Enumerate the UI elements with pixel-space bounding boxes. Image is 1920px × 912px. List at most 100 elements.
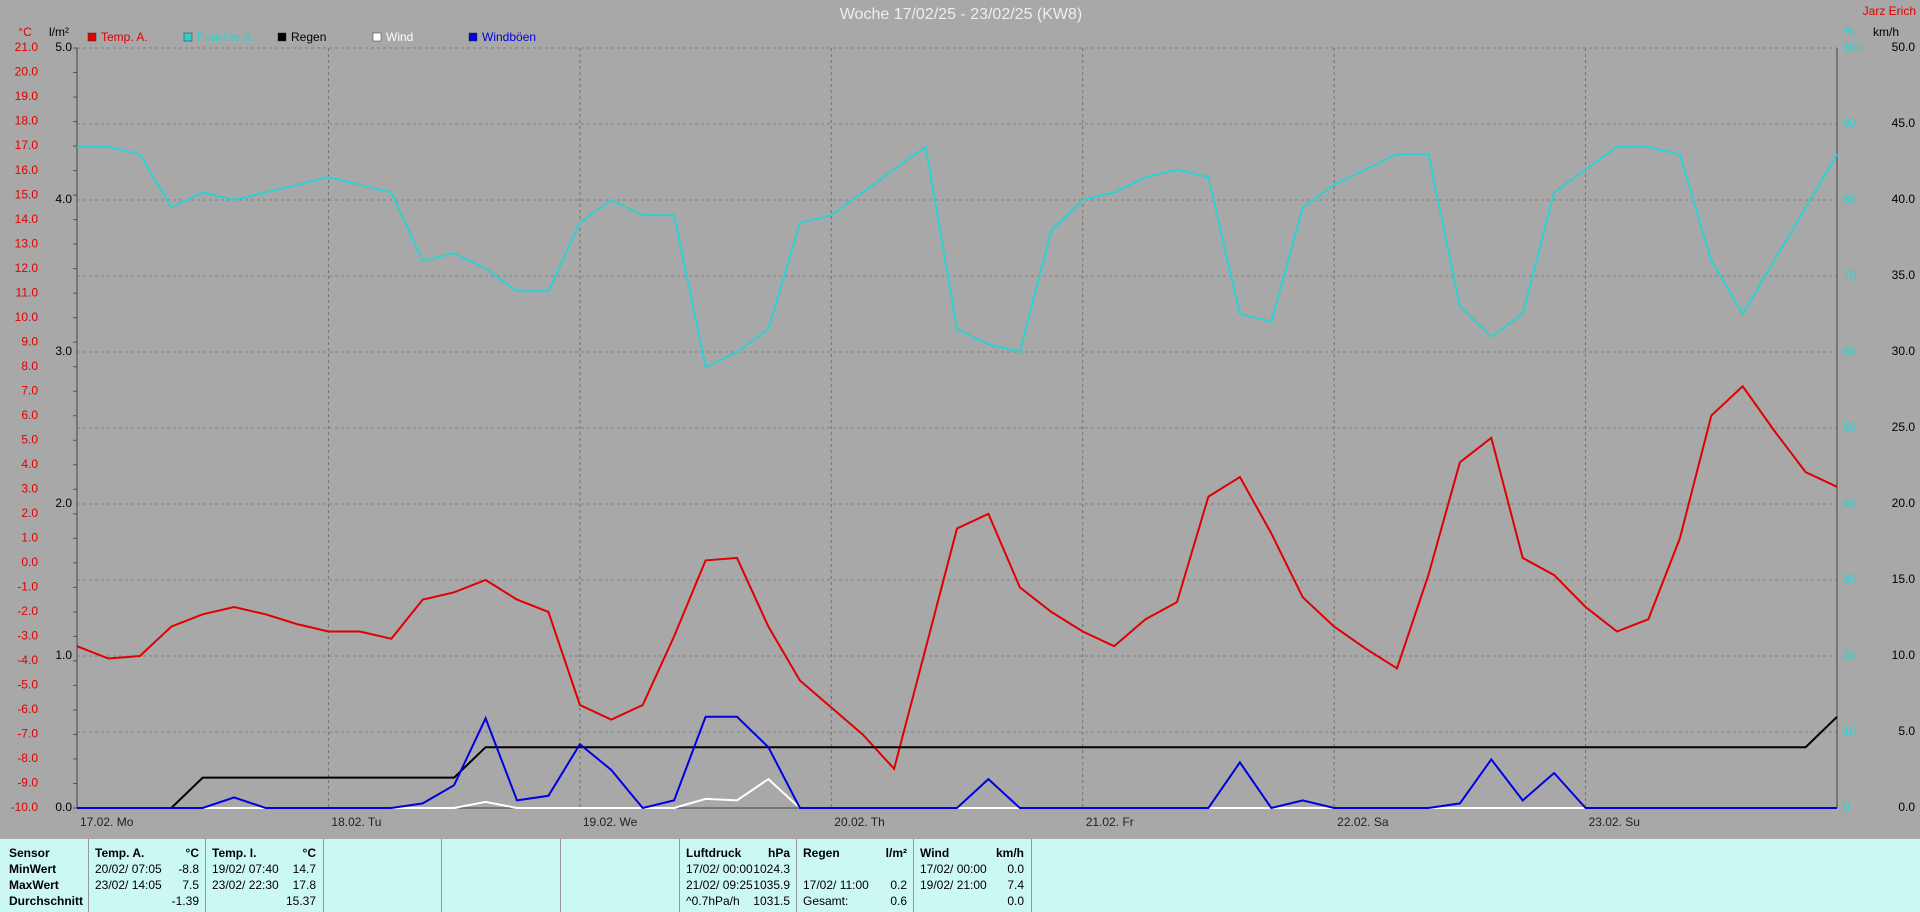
column-title: Temp. A. — [95, 846, 145, 860]
y-tick-label: -9.0 — [17, 776, 38, 790]
column-unit: °C — [185, 846, 199, 860]
x-tick-label: 23.02. Su — [1589, 815, 1640, 829]
legend-label: Windböen — [482, 30, 536, 44]
y-tick-label: 12.0 — [15, 261, 39, 275]
column-title: Luftdruck — [686, 846, 742, 860]
cell-value: 15.37 — [285, 894, 316, 908]
cell-date: 17/02/ 11:00 — [803, 878, 869, 892]
cell-date: 19/02/ 21:00 — [920, 878, 987, 892]
cell-date: 20/02/ 07:05 — [95, 862, 162, 876]
row-label: MinWert — [9, 862, 57, 876]
y2-tick-label: 15.0 — [1892, 572, 1916, 586]
column-title: Wind — [920, 846, 950, 860]
humidity-tick-label: 70 — [1843, 268, 1857, 282]
y-tick-label: 2.0 — [21, 506, 38, 520]
cell-value: 14.7 — [292, 862, 316, 876]
row-label: Durchschnitt — [9, 894, 84, 908]
separator — [1031, 839, 1032, 912]
y-tick-label: -3.0 — [17, 629, 38, 643]
y-tick-label: 7.0 — [21, 383, 38, 397]
humidity-tick-label: 20 — [1843, 648, 1857, 662]
legend-swatch — [87, 32, 97, 42]
y-tick-label: 9.0 — [21, 334, 38, 348]
y-tick-label: -2.0 — [17, 604, 38, 618]
cell-date: 17/02/ 00:00 — [920, 862, 987, 876]
legend-label: Wind — [386, 30, 413, 44]
legend-swatch — [468, 32, 478, 42]
legend-swatch — [183, 32, 193, 42]
x-tick-label: 17.02. Mo — [80, 815, 134, 829]
cell-value: 7.4 — [1007, 878, 1024, 892]
humidity-tick-label: 30 — [1843, 572, 1857, 586]
y-tick-label: 10.0 — [15, 310, 39, 324]
cell-value: 17.8 — [292, 878, 316, 892]
legend-label: Regen — [291, 30, 326, 44]
humidity-axis-unit: % — [1843, 24, 1854, 38]
cell-value: 0.6 — [890, 894, 907, 908]
y-tick-label: 3.0 — [21, 481, 38, 495]
cell-value: 0.0 — [1007, 894, 1024, 908]
rain-tick-label: 0.0 — [55, 800, 72, 814]
y2-tick-label: 5.0 — [1898, 724, 1915, 738]
y-tick-label: 13.0 — [15, 236, 39, 250]
y-axis-unit: °C — [18, 25, 32, 39]
y2-tick-label: 25.0 — [1892, 420, 1916, 434]
cell-date: 23/02/ 22:30 — [212, 878, 279, 892]
x-tick-label: 22.02. Sa — [1337, 815, 1389, 829]
x-tick-label: 19.02. We — [583, 815, 638, 829]
y-tick-label: 17.0 — [15, 138, 39, 152]
separator — [441, 839, 442, 912]
cell-date: 19/02/ 07:40 — [212, 862, 279, 876]
y-tick-label: 11.0 — [16, 285, 39, 299]
column-unit: km/h — [995, 846, 1024, 860]
y-tick-label: 19.0 — [15, 89, 39, 103]
y-tick-label: -4.0 — [17, 653, 38, 667]
separator — [796, 839, 797, 912]
separator — [323, 839, 324, 912]
legend-swatch — [372, 32, 382, 42]
y-tick-label: -5.0 — [17, 678, 38, 692]
legend-label: Feuchte A. — [197, 30, 254, 44]
column-unit: l/m² — [885, 846, 907, 860]
column-unit: °C — [302, 846, 316, 860]
cell-value: 1031.5 — [753, 894, 790, 908]
y2-tick-label: 50.0 — [1892, 40, 1916, 54]
cell-value: 1024.3 — [753, 862, 790, 876]
legend-label: Temp. A. — [101, 30, 148, 44]
y2-tick-label: 40.0 — [1892, 192, 1916, 206]
separator — [913, 839, 914, 912]
humidity-tick-label: 50 — [1843, 420, 1857, 434]
series-line — [77, 715, 1837, 810]
rain-tick-label: 4.0 — [55, 192, 72, 206]
table-header: Sensor — [9, 846, 50, 860]
y2-tick-label: 10.0 — [1892, 648, 1916, 662]
separator — [88, 839, 89, 912]
y-tick-label: 6.0 — [21, 408, 38, 422]
y-tick-label: -8.0 — [17, 751, 38, 765]
y2-tick-label: 20.0 — [1892, 496, 1916, 510]
y-tick-label: -6.0 — [17, 702, 38, 716]
cell-date: 21/02/ 09:25 — [686, 878, 753, 892]
y-tick-label: 20.0 — [15, 65, 39, 79]
y-tick-label: 14.0 — [15, 212, 39, 226]
y2-tick-label: 30.0 — [1892, 344, 1916, 358]
y-tick-label: 8.0 — [21, 359, 38, 373]
cell-date: 17/02/ 00:00 — [686, 862, 753, 876]
y-tick-label: 18.0 — [15, 114, 39, 128]
series-line — [76, 384, 1838, 771]
humidity-tick-label: 0 — [1843, 800, 1850, 814]
chart: Woche 17/02/25 - 23/02/25 (KW8) Jarz Eri… — [10, 4, 1916, 830]
y-tick-label: -1.0 — [17, 580, 38, 594]
rain-tick-label: 5.0 — [55, 40, 72, 54]
y-tick-label: 4.0 — [21, 457, 38, 471]
rain-axis-unit: l/m² — [49, 25, 69, 39]
y2-tick-label: 45.0 — [1892, 116, 1916, 130]
humidity-tick-label: 60 — [1843, 344, 1857, 358]
cell-date: ^0.7hPa/h — [686, 894, 740, 908]
author: Jarz Erich — [1863, 4, 1916, 18]
rain-tick-label: 2.0 — [55, 496, 72, 510]
y-tick-label: 0.0 — [21, 555, 38, 569]
cell-value: 0.0 — [1007, 862, 1024, 876]
cell-value: 1035.9 — [753, 878, 790, 892]
